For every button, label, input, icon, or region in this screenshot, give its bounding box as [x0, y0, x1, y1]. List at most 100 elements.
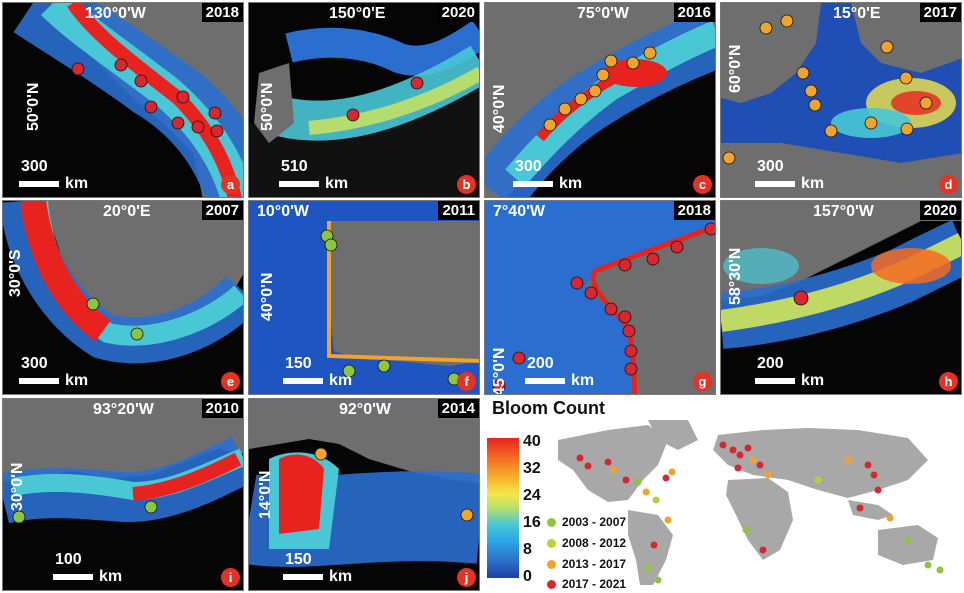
map-panel-f: 10°0'W 40°0'N 2011 150 km f [248, 200, 480, 395]
latitude-label: 30°0'N [9, 462, 26, 511]
colorbar-tick: 24 [523, 487, 541, 504]
longitude-label: 150°0'E [329, 5, 386, 22]
panel-letter-e: e [221, 372, 240, 391]
bloom-sites-f [320, 229, 461, 386]
panel-letter-c: c [693, 175, 712, 194]
bloom-map-b [249, 20, 479, 197]
latitude-label: 40°0'N [491, 84, 508, 133]
bloom-map-a [13, 3, 243, 197]
legend-period: 2017 - 2021 [547, 577, 626, 591]
latitude-label: 60°0'N [727, 44, 744, 93]
map-panel-e: 20°0'E 30°0'S 2007 300 km e [2, 200, 244, 395]
period-label: 2008 - 2012 [562, 536, 627, 550]
period-dot [547, 559, 556, 569]
map-panel-i: 93°20'W 30°0'N 2010 100 km i [2, 398, 244, 591]
scale-distance: 150 [285, 551, 312, 568]
map-panel-b: 150°0'E 50°0'N 2020 510 km b [248, 2, 480, 198]
year-badge: 2016 [673, 3, 715, 22]
latitude-label: 50°0'N [25, 82, 42, 131]
map-panel-d: 15°0'E 60°0'N 2017 300 km d [720, 2, 962, 198]
panel-letter-h: h [939, 372, 958, 391]
period-label: 2003 - 2007 [562, 515, 627, 529]
bloom-map-h [721, 201, 961, 349]
scale-bar: 300 km [19, 356, 88, 390]
year-badge: 2007 [201, 201, 243, 220]
scale-unit: km [571, 372, 595, 389]
scale-bar: 300 km [513, 159, 582, 193]
scale-bar: 300 km [755, 159, 824, 193]
longitude-label: 92°0'W [339, 401, 391, 418]
bloom-sites-d [722, 14, 933, 165]
bloom-sites-g [492, 222, 715, 393]
scale-distance: 300 [757, 158, 784, 175]
map-panel-c: 75°0'W 40°0'N 2016 300 km c [484, 2, 716, 198]
scale-bar: 100 km [53, 552, 122, 586]
latitude-label: 58°30'N [727, 247, 744, 305]
colorbar [487, 438, 519, 578]
scale-unit: km [329, 372, 353, 389]
latitude-label: 45°0'N [491, 347, 508, 395]
colorbar-tick: 0 [523, 568, 532, 585]
scale-distance: 300 [21, 158, 48, 175]
scale-bar: 510 km [279, 159, 348, 193]
longitude-label: 75°0'W [577, 5, 629, 22]
bloom-sites-c [543, 46, 657, 132]
scale-unit: km [801, 372, 825, 389]
colorbar-tick: 8 [523, 541, 532, 558]
colorbar-tick: 40 [523, 433, 541, 450]
panel-letter-a: a [221, 175, 240, 194]
scale-unit: km [801, 175, 825, 192]
bloom-map-i [3, 399, 243, 524]
bloom-map-f [249, 201, 479, 394]
scale-unit: km [559, 175, 583, 192]
year-badge: 2011 [438, 201, 479, 220]
legend-period: 2003 - 2007 [547, 515, 626, 529]
longitude-label: 10°0'W [257, 203, 309, 220]
longitude-label: 7°40'W [493, 203, 545, 220]
panel-letter-j: j [457, 568, 476, 587]
longitude-label: 20°0'E [103, 203, 151, 220]
scale-bar: 200 km [525, 356, 594, 390]
year-badge: 2020 [437, 3, 479, 22]
panel-letter-d: d [939, 175, 958, 194]
legend-title: Bloom Count [492, 398, 605, 418]
scale-distance: 150 [285, 355, 312, 372]
longitude-label: 15°0'E [833, 5, 881, 22]
scale-distance: 200 [527, 355, 554, 372]
scale-unit: km [99, 568, 123, 585]
latitude-label: 30°0'S [7, 249, 24, 297]
scale-unit: km [325, 175, 349, 192]
scale-bar: 200 km [755, 356, 824, 390]
scale-bar: 150 km [283, 552, 352, 586]
panel-letter-g: g [693, 372, 712, 391]
scale-distance: 300 [21, 355, 48, 372]
latitude-label: 50°0'N [259, 82, 276, 131]
scale-distance: 100 [55, 551, 82, 568]
year-badge: 2017 [919, 3, 961, 22]
scale-unit: km [65, 372, 89, 389]
year-badge: 2018 [201, 3, 243, 22]
period-dot [547, 538, 556, 548]
world-bloom-sites [576, 441, 944, 584]
legend-period: 2013 - 2017 [547, 557, 626, 571]
colorbar-tick: 32 [523, 460, 541, 477]
bloom-map-c [485, 3, 715, 197]
bloom-map-j [249, 399, 479, 567]
map-panel-g: 7°40'W 45°0'N 2018 200 km g [484, 200, 716, 395]
scale-bar: 300 km [19, 159, 88, 193]
year-badge: 2018 [673, 201, 715, 220]
latitude-label: 40°0'N [259, 272, 276, 321]
map-panel-j: 92°0'W 14°0'N 2014 150 km j [248, 398, 480, 591]
longitude-label: 157°0'W [813, 203, 874, 220]
longitude-label: 130°0'W [85, 5, 146, 22]
period-dot [547, 579, 556, 589]
panel-letter-f: f [457, 372, 476, 391]
bloom-sites-a [71, 58, 224, 138]
scale-distance: 200 [757, 355, 784, 372]
year-badge: 2020 [919, 201, 961, 220]
scale-unit: km [329, 568, 353, 585]
map-panel-h: 157°0'W 58°30'N 2020 200 km h [720, 200, 962, 395]
longitude-label: 93°20'W [93, 401, 154, 418]
bloom-map-e [3, 201, 243, 364]
panel-letter-b: b [457, 175, 476, 194]
